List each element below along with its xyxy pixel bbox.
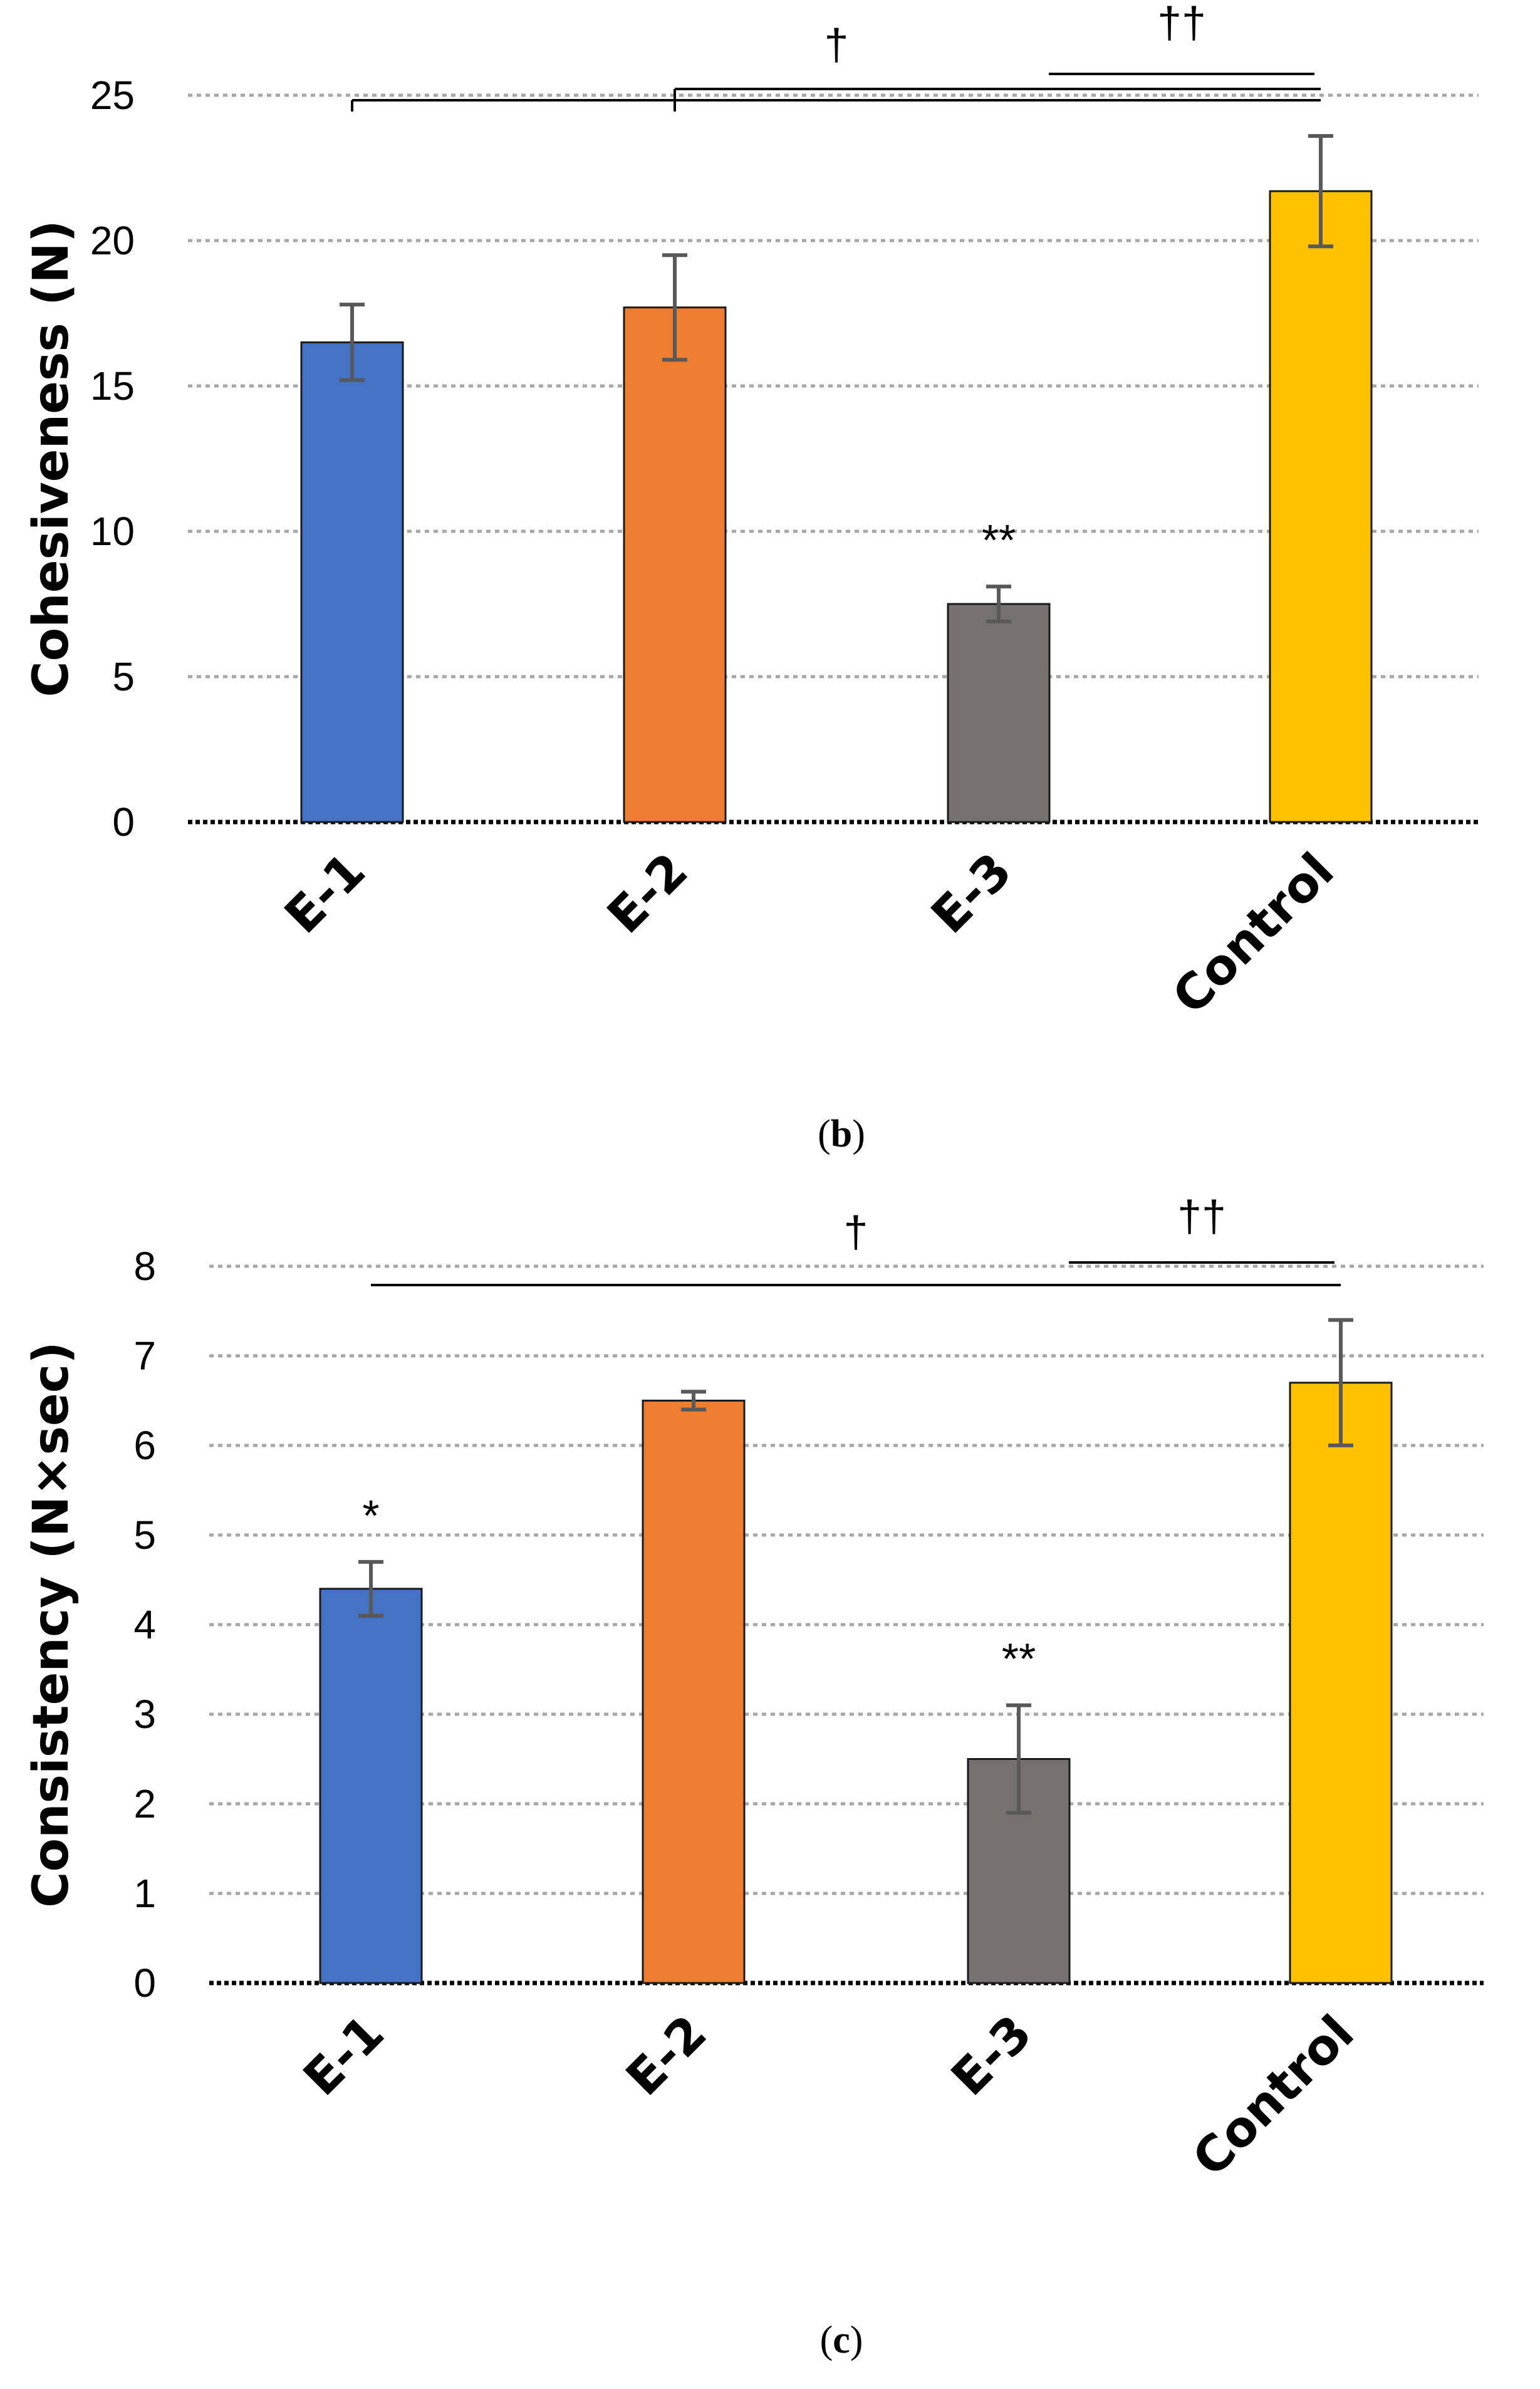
error-bar-e-2 xyxy=(662,253,687,362)
bar-e-1 xyxy=(300,341,404,823)
double-dagger-symbol: †† xyxy=(1157,0,1206,47)
y-tick-label: 7 xyxy=(133,1333,156,1378)
chart-consistency: 0 1 2 3 4 5 6 7 8 Consistency (N×sec) * E-1 E-2 ** E-3… xyxy=(23,1192,1484,2361)
error-bar-e-3 xyxy=(986,585,1011,623)
y-axis-label: Consistency (N×sec) xyxy=(23,1341,80,1907)
bar-e-2 xyxy=(642,1400,746,1984)
caption-letter: c xyxy=(833,2319,850,2361)
error-bar-control xyxy=(1328,1318,1353,1447)
y-tick-label: 4 xyxy=(133,1602,156,1647)
x-tick-label: Control xyxy=(1162,843,1345,1026)
significance-bracket-double-dagger: †† xyxy=(1049,0,1314,75)
y-tick-label: 5 xyxy=(112,654,135,699)
y-tick-label: 6 xyxy=(133,1423,156,1468)
error-bar-e-3 xyxy=(1006,1703,1031,1815)
caption-letter: b xyxy=(831,1113,852,1155)
y-tick-label: 25 xyxy=(90,73,135,118)
y-tick-label: 15 xyxy=(90,363,135,409)
error-bar-e-2 xyxy=(681,1390,706,1412)
dagger-symbol: † xyxy=(825,20,849,69)
y-tick-label: 20 xyxy=(90,218,135,263)
error-bar-e-1 xyxy=(340,303,365,382)
x-tick-label: E-3 xyxy=(921,843,1023,945)
y-tick-label: 0 xyxy=(133,1960,156,2006)
y-tick-label: 1 xyxy=(133,1871,156,1916)
x-tick-label: E-1 xyxy=(274,843,377,945)
bar-e-2 xyxy=(623,306,727,823)
y-tick-label: 2 xyxy=(133,1781,156,1826)
caption-paren: ( xyxy=(820,2319,833,2361)
significance-asterisk: ** xyxy=(1002,1635,1036,1684)
x-tick-label: E-2 xyxy=(616,2005,718,2107)
x-tick-label: Control xyxy=(1182,2005,1365,2188)
y-axis-label: Cohesiveness (N) xyxy=(23,220,80,697)
chart-cohesiveness: 0 5 10 15 20 25 Cohesiveness (N) E-1 E-2 ** E-3 Con… xyxy=(23,0,1479,1155)
dagger-symbol: † xyxy=(844,1207,868,1256)
x-tick-label: E-2 xyxy=(597,843,699,945)
x-tick-label: E-3 xyxy=(941,2005,1043,2107)
bar-e-3 xyxy=(947,603,1051,823)
significance-bracket-double-dagger: †† xyxy=(1069,1192,1334,1264)
y-tick-label: 8 xyxy=(133,1244,156,1289)
y-tick-label: 5 xyxy=(133,1512,156,1558)
caption-paren: ) xyxy=(852,1113,865,1155)
figure-caption: (b) xyxy=(818,1113,865,1155)
significance-asterisk: ** xyxy=(982,516,1016,565)
caption-paren: ( xyxy=(818,1113,831,1155)
figure-caption: (c) xyxy=(820,2319,863,2361)
double-dagger-symbol: †† xyxy=(1177,1192,1226,1241)
y-tick-label: 3 xyxy=(133,1692,156,1737)
bar-control xyxy=(1269,190,1373,823)
significance-bracket-dagger: † xyxy=(351,20,1321,112)
bar-e-1 xyxy=(319,1588,423,1984)
x-tick-label: E-1 xyxy=(293,2005,395,2107)
significance-bracket-dagger: † xyxy=(371,1207,1341,1286)
y-tick-label: 10 xyxy=(90,509,135,554)
error-bar-control xyxy=(1308,133,1333,249)
error-bar-e-1 xyxy=(358,1559,383,1618)
caption-paren: ) xyxy=(850,2319,863,2361)
significance-asterisk: * xyxy=(362,1491,379,1540)
bar-control xyxy=(1289,1382,1393,1984)
y-tick-label: 0 xyxy=(112,799,135,845)
